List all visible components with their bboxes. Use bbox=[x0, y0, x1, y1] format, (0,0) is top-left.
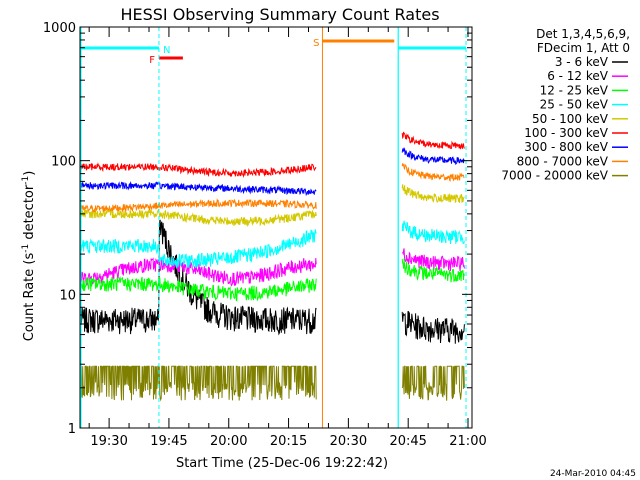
flag-label: F bbox=[149, 55, 155, 66]
y-axis-label: Count Rate (s-1 detector-1) bbox=[21, 171, 37, 342]
series-line bbox=[80, 365, 465, 402]
legend: Det 1,3,4,5,6,9, FDecim 1, Att 0 3 - 6 k… bbox=[501, 27, 630, 183]
series-line bbox=[80, 147, 465, 197]
timestamp-annotation: 24-Mar-2010 04:45 bbox=[550, 469, 636, 479]
flag-label: S bbox=[313, 38, 319, 49]
legend-header: FDecim 1, Att 0 bbox=[537, 41, 630, 55]
series-line bbox=[80, 248, 465, 287]
flag-label: N bbox=[163, 45, 170, 56]
legend-entry-label: 800 - 7000 keV bbox=[517, 154, 609, 168]
x-tick-label: 20:15 bbox=[270, 434, 307, 449]
x-tick-label: 19:45 bbox=[150, 434, 187, 449]
y-tick-label: 1 bbox=[68, 422, 76, 437]
x-tick-label: 19:30 bbox=[90, 434, 127, 449]
legend-entry-label: 7000 - 20000 keV bbox=[501, 169, 608, 183]
x-tick-label: 21:00 bbox=[449, 434, 486, 449]
tick-labels: 1 10 100 1000 19:30 19:45 20:00 20:15 20:30 20:45… bbox=[43, 21, 487, 449]
x-tick-label: 20:45 bbox=[389, 434, 426, 449]
axes bbox=[79, 26, 473, 429]
y-tick-label: 100 bbox=[51, 155, 76, 170]
axes-frame bbox=[79, 26, 473, 429]
y-label-sup: -1 bbox=[21, 244, 31, 253]
y-label-part: Count Rate (s bbox=[22, 253, 37, 342]
y-label-sup: -1 bbox=[21, 176, 31, 185]
legend-entry-label: 100 - 300 keV bbox=[524, 126, 608, 140]
series-line bbox=[80, 184, 465, 228]
series-line bbox=[80, 131, 465, 179]
y-tick-label: 1000 bbox=[43, 21, 76, 36]
legend-entry-label: 6 - 12 keV bbox=[547, 69, 609, 83]
legend-entry-label: 50 - 100 keV bbox=[532, 112, 609, 126]
flag-bars: NF S bbox=[80, 38, 467, 66]
x-tick-label: 20:00 bbox=[210, 434, 247, 449]
legend-entry-label: 300 - 800 keV bbox=[524, 140, 608, 154]
y-tick-label: 10 bbox=[59, 288, 76, 303]
orbit-boundary-lines bbox=[80, 27, 467, 428]
x-tick-label: 20:30 bbox=[330, 434, 367, 449]
legend-entry-label: 3 - 6 keV bbox=[555, 55, 609, 69]
legend-header: Det 1,3,4,5,6,9, bbox=[536, 27, 630, 41]
legend-entry-label: 25 - 50 keV bbox=[540, 98, 609, 112]
legend-entry-label: 12 - 25 keV bbox=[540, 83, 609, 97]
series-line bbox=[80, 220, 465, 269]
series-lines bbox=[80, 131, 465, 402]
series-line bbox=[80, 163, 465, 213]
y-label-part: detector bbox=[22, 184, 37, 244]
y-label-part: ) bbox=[22, 171, 37, 176]
x-axis-label: Start Time (25-Dec-06 19:22:42) bbox=[176, 456, 388, 471]
chart-title: HESSI Observing Summary Count Rates bbox=[120, 5, 439, 24]
series-line bbox=[80, 258, 465, 302]
